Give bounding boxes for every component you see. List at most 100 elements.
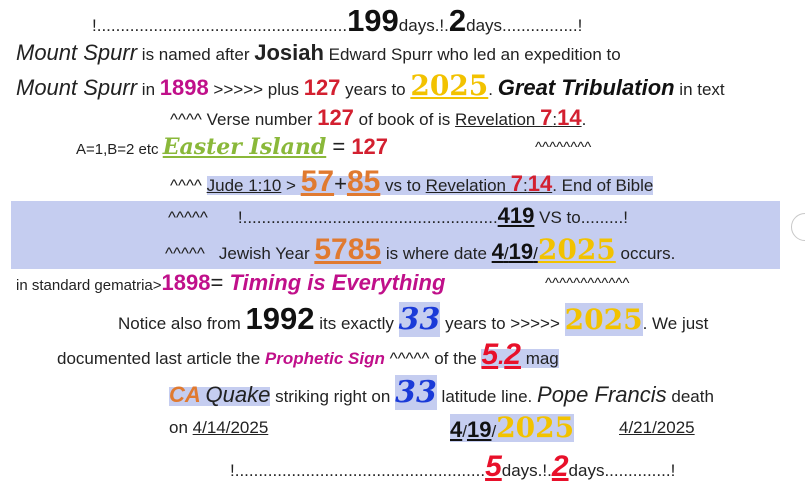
number-85: 85 bbox=[346, 165, 381, 198]
number-127: 127 bbox=[317, 105, 354, 130]
quake: Quake bbox=[205, 382, 271, 407]
mag: mag bbox=[520, 349, 559, 368]
text: in text bbox=[674, 80, 725, 99]
text: is where date bbox=[381, 244, 492, 263]
text: days..............! bbox=[568, 461, 676, 480]
gematria-note: A=1,B=2 etc bbox=[76, 141, 163, 158]
verse-14: 14 bbox=[557, 105, 582, 130]
number-57: 57 bbox=[300, 165, 335, 198]
date-4-21-2025: 4/21/2025 bbox=[619, 418, 695, 437]
text: Jewish Year bbox=[218, 244, 315, 263]
dot: . bbox=[498, 344, 505, 369]
dots: !.......................................… bbox=[237, 208, 498, 227]
pope-francis: Pope Francis bbox=[537, 382, 667, 407]
text: vs to bbox=[380, 176, 426, 195]
text: Notice also from bbox=[118, 314, 246, 333]
verse-14: 14 bbox=[527, 171, 553, 196]
number-127: 127 bbox=[351, 134, 389, 159]
gematria-note: in standard gematria> bbox=[16, 277, 162, 294]
number-127: 127 bbox=[303, 75, 341, 100]
text: Edward Spurr who led an expedition to bbox=[323, 45, 621, 64]
date-4-14-2025: 4/14/2025 bbox=[192, 418, 269, 437]
text: VS to.........! bbox=[534, 208, 628, 227]
plus: + bbox=[334, 171, 347, 196]
colon: : bbox=[552, 110, 558, 129]
mount-spurr-line: Mount Spurr is named after Josiah Edward… bbox=[16, 42, 621, 64]
date-4-19: 4/19/ bbox=[491, 239, 538, 264]
vs-line: ^^^^^!..................................… bbox=[168, 205, 628, 227]
timing-is-everything: Timing is Everything bbox=[229, 270, 446, 295]
text: . We just bbox=[642, 314, 709, 333]
colon: : bbox=[522, 176, 528, 195]
year-2025: 2025 bbox=[410, 69, 489, 102]
text: ^^^^ Verse number bbox=[170, 110, 318, 129]
mag-5: 5 bbox=[481, 338, 499, 371]
mount-spurr: Mount Spurr bbox=[16, 75, 138, 100]
jude-link[interactable]: Jude 1:10 bbox=[206, 176, 282, 195]
easter-island-line: A=1,B=2 etc Easter Island = 127 bbox=[76, 134, 389, 160]
jude-line: ^^^^ Jude 1:10 > 57+85 vs to Revelation … bbox=[170, 165, 654, 198]
days-count-bottom: !.......................................… bbox=[230, 452, 675, 482]
text: striking right on bbox=[270, 387, 396, 406]
revelation: Revelation bbox=[455, 110, 541, 129]
text: its exactly bbox=[314, 314, 399, 333]
year-5785: 5785 bbox=[314, 233, 382, 266]
number-33: 33 bbox=[395, 375, 437, 410]
timing-line: in standard gematria>1898= Timing is Eve… bbox=[16, 272, 445, 294]
mount-spurr: Mount Spurr bbox=[16, 40, 138, 65]
text: days.!. bbox=[501, 461, 552, 480]
number-33: 33 bbox=[398, 302, 441, 337]
carets: ^^^^^^^^^^^^ bbox=[545, 275, 630, 292]
number-5: 5 bbox=[485, 450, 502, 483]
text: is named after bbox=[137, 45, 255, 64]
year-1898: 1898 bbox=[159, 75, 209, 100]
number-199: 199 bbox=[347, 3, 399, 38]
great-tribulation: Great Tribulation bbox=[497, 75, 675, 100]
mag-2: 2 bbox=[504, 338, 521, 371]
scroll-handle[interactable] bbox=[791, 213, 805, 241]
revelation-link[interactable]: Revelation 7:14 bbox=[455, 107, 582, 129]
text: years to >>>>> bbox=[440, 314, 565, 333]
text: days.!. bbox=[398, 16, 449, 35]
chapter-7: 7 bbox=[510, 171, 523, 196]
text: on bbox=[169, 418, 193, 437]
text: death bbox=[666, 387, 714, 406]
prophetic-line: documented last article the Prophetic Si… bbox=[57, 340, 559, 370]
text: occurs. bbox=[615, 244, 676, 263]
text: ^^^^^ of the bbox=[384, 349, 482, 368]
number-2: 2 bbox=[448, 3, 467, 38]
text: documented last article the bbox=[57, 349, 265, 368]
year-line: Mount Spurr in 1898 >>>>> plus 127 years… bbox=[16, 72, 725, 100]
text: . bbox=[488, 80, 498, 99]
carets: ^^^^ bbox=[170, 176, 207, 195]
notice-line: Notice also from 1992 its exactly 33 yea… bbox=[118, 301, 709, 337]
verse-line: ^^^^ Verse number 127 of book of is Reve… bbox=[170, 107, 586, 129]
end-of-bible: . End of Bible bbox=[552, 176, 654, 195]
text: days................! bbox=[466, 16, 583, 35]
revelation-link[interactable]: Revelation 7:14 bbox=[425, 173, 553, 195]
text: of book of is bbox=[353, 110, 456, 129]
revelation: Revelation bbox=[425, 176, 506, 195]
equals: = bbox=[210, 270, 230, 295]
year-2025: 2025 bbox=[564, 303, 643, 336]
ca: CA bbox=[169, 382, 201, 407]
jewish-year-line: ^^^^^ Jewish Year 5785 is where date 4/19… bbox=[165, 235, 675, 265]
quake-line: CA Quake striking right on 33 latitude l… bbox=[169, 375, 714, 410]
year-1992: 1992 bbox=[245, 301, 315, 336]
carets: ^^^^^^^^ bbox=[535, 139, 592, 156]
equals: = bbox=[326, 134, 352, 159]
carets: ^^^^^ bbox=[165, 244, 205, 263]
text: years to bbox=[340, 80, 411, 99]
dots: !.......................................… bbox=[230, 461, 486, 480]
dots: !.......................................… bbox=[92, 16, 348, 35]
days-count-top: !.......................................… bbox=[92, 5, 582, 36]
text: . bbox=[581, 110, 587, 129]
text: > bbox=[281, 176, 301, 195]
text: latitude line. bbox=[436, 387, 538, 406]
year-1898: 1898 bbox=[161, 270, 211, 295]
date-4-19-2025: 4/19/2025 bbox=[450, 411, 575, 444]
easter-island: Easter Island bbox=[162, 134, 327, 160]
carets: ^^^^^ bbox=[168, 208, 208, 227]
text: >>>>> plus bbox=[208, 80, 304, 99]
year-2025: 2025 bbox=[537, 233, 616, 266]
